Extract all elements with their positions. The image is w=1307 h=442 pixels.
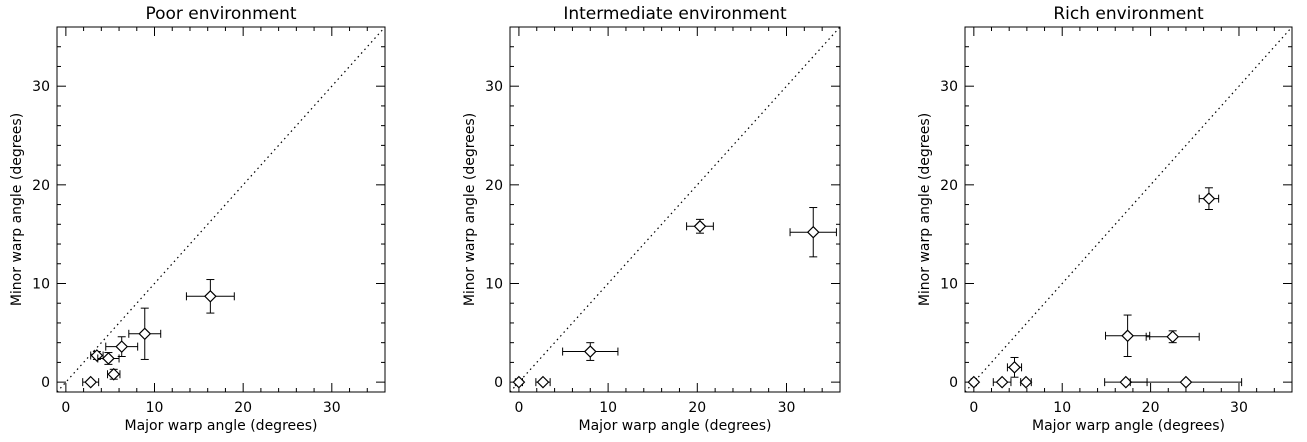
x-axis-label: Major warp angle (degrees) xyxy=(578,418,771,434)
plot-frame xyxy=(56,26,386,393)
one-to-one-line xyxy=(509,26,841,393)
y-tick-label: 0 xyxy=(494,375,503,391)
diamond-marker xyxy=(107,367,121,381)
y-axis-label: Minor warp angle (degrees) xyxy=(462,113,478,306)
data-point xyxy=(82,375,100,389)
chart-title: Poor environment xyxy=(145,4,296,24)
data-point xyxy=(107,367,121,381)
diamond-marker xyxy=(204,289,217,303)
x-tick-label: 0 xyxy=(514,400,523,416)
diamond-marker xyxy=(693,219,707,233)
data-point xyxy=(967,375,981,389)
diamond-marker xyxy=(115,340,129,353)
x-axis-label: Major warp angle (degrees) xyxy=(1032,418,1225,434)
data-point xyxy=(1006,356,1023,378)
y-tick-label: 10 xyxy=(485,276,503,292)
y-axis-label: Minor warp angle (degrees) xyxy=(917,113,933,306)
one-to-one-line xyxy=(56,26,386,393)
data-point xyxy=(1019,375,1033,389)
data-point xyxy=(686,218,714,234)
data-point xyxy=(1105,314,1151,357)
y-tick-label: 30 xyxy=(32,79,50,95)
x-tick-label: 10 xyxy=(599,400,617,416)
x-tick-label: 30 xyxy=(1230,400,1248,416)
data-point xyxy=(1145,330,1200,344)
diamond-marker xyxy=(536,375,550,389)
diamond-marker xyxy=(967,375,981,389)
y-tick-label: 0 xyxy=(949,375,958,391)
one-to-one-line xyxy=(964,26,1293,393)
x-tick-label: 20 xyxy=(234,400,252,416)
diamond-marker xyxy=(1166,330,1180,344)
panel-3: Rich environment 0 10 20 30 0 10 20 30 Major warp… xyxy=(917,4,1293,434)
data-point xyxy=(1129,375,1243,389)
data-point xyxy=(535,375,551,389)
diamond-marker xyxy=(138,327,152,341)
diamond-marker xyxy=(583,345,597,358)
panel-1: Poor environment 0 10 20 30 0 10 20 30 Major warp… xyxy=(9,4,386,434)
diamond-marker xyxy=(1202,192,1216,205)
diamond-marker xyxy=(1119,375,1133,389)
x-tick-label: 20 xyxy=(1142,400,1160,416)
data-point xyxy=(185,279,235,314)
diamond-marker xyxy=(1121,329,1134,343)
x-tick-label: 10 xyxy=(1053,400,1071,416)
plot-frame xyxy=(964,26,1293,393)
x-tick-label: 30 xyxy=(323,400,341,416)
y-tick-label: 30 xyxy=(485,79,503,95)
diamond-marker xyxy=(512,375,526,389)
data-point xyxy=(992,375,1012,389)
x-tick-label: 20 xyxy=(688,400,706,416)
y-tick-label: 10 xyxy=(32,276,50,292)
diamond-marker xyxy=(806,225,820,239)
x-tick-label: 0 xyxy=(61,400,70,416)
data-point xyxy=(562,342,619,361)
x-tick-label: 10 xyxy=(146,400,164,416)
plot-frame xyxy=(509,26,841,393)
y-tick-label: 20 xyxy=(940,178,958,194)
diamond-marker xyxy=(1019,375,1033,389)
x-axis-label: Major warp angle (degrees) xyxy=(124,418,317,434)
x-tick-label: 30 xyxy=(778,400,796,416)
x-tick-label: 0 xyxy=(969,400,978,416)
y-tick-label: 10 xyxy=(940,276,958,292)
diamond-marker xyxy=(995,375,1009,389)
y-tick-label: 20 xyxy=(485,178,503,194)
data-point xyxy=(105,336,139,357)
chart-title: Rich environment xyxy=(1053,4,1204,24)
diamond-marker xyxy=(1008,360,1021,374)
diamond-marker xyxy=(1179,375,1193,389)
y-tick-label: 30 xyxy=(940,79,958,95)
y-axis-label: Minor warp angle (degrees) xyxy=(9,113,25,306)
diamond-marker xyxy=(84,375,98,389)
data-point xyxy=(512,375,526,389)
data-point xyxy=(90,349,104,362)
panel-2: Intermediate environment 0 10 20 30 0 10 20 30 Ma… xyxy=(462,4,841,434)
diamond-marker xyxy=(102,352,115,365)
data-point xyxy=(128,307,162,360)
chart-title: Intermediate environment xyxy=(563,4,787,24)
y-tick-label: 20 xyxy=(32,178,50,194)
data-point xyxy=(789,207,837,258)
data-point xyxy=(1198,187,1220,210)
y-tick-label: 0 xyxy=(41,375,50,391)
data-point xyxy=(97,352,120,365)
